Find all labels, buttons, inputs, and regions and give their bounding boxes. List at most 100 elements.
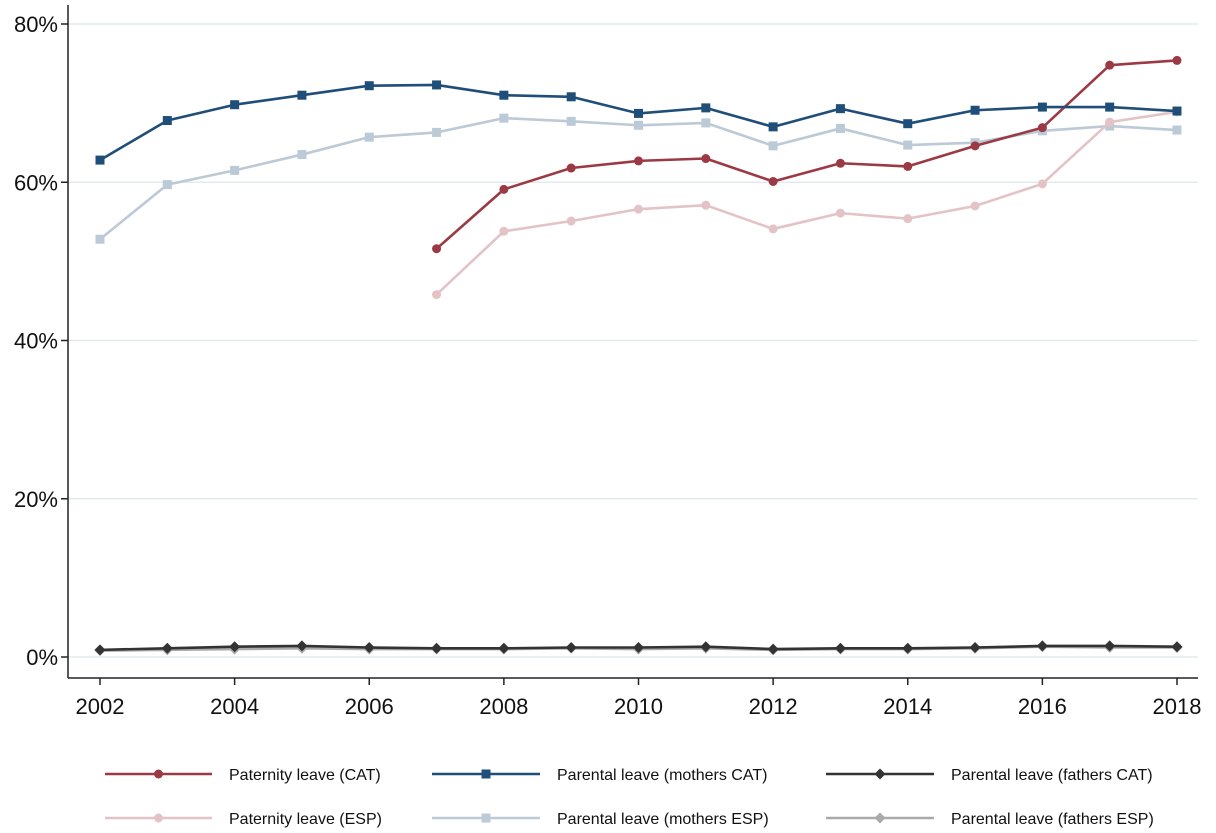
data-point	[634, 108, 643, 118]
data-point	[297, 90, 307, 100]
data-point	[432, 244, 442, 254]
y-tick-label: 20%	[14, 487, 58, 512]
data-point	[363, 642, 375, 654]
series-parental-leave-mothers-cat	[95, 80, 1182, 165]
legend-item: Parental leave (mothers CAT)	[432, 767, 767, 784]
data-point	[1037, 102, 1047, 112]
data-point	[297, 150, 307, 160]
x-tick-label: 2012	[749, 694, 798, 719]
legend: Paternity leave (CAT) Parental leave (mot…	[105, 767, 1154, 828]
data-point	[1104, 640, 1116, 652]
series-parental-leave-fathers-cat	[94, 640, 1183, 656]
data-point	[701, 200, 711, 210]
data-point	[1171, 641, 1183, 653]
data-point	[700, 641, 712, 653]
x-tick-label: 2002	[76, 694, 125, 719]
data-point	[768, 176, 778, 186]
data-point	[903, 140, 913, 150]
data-point	[1105, 117, 1115, 127]
y-axis-ticks: 0% 20% 40% 60% 80%	[14, 12, 68, 670]
series-line	[435, 59, 1178, 250]
data-point	[902, 642, 914, 654]
data-point	[566, 163, 576, 173]
data-point	[229, 641, 241, 653]
data-point	[970, 141, 980, 151]
data-point	[1172, 125, 1182, 135]
legend-label: Paternity leave (ESP)	[229, 811, 382, 828]
data-point	[565, 642, 577, 654]
data-point	[499, 113, 509, 123]
data-point	[835, 123, 845, 133]
legend-swatch-marker	[481, 769, 491, 779]
data-point	[499, 226, 509, 236]
series-paternity-leave-cat	[432, 55, 1182, 254]
x-tick-label: 2014	[883, 694, 932, 719]
y-tick-label: 40%	[14, 329, 58, 354]
x-tick-label: 2008	[479, 694, 528, 719]
data-point	[95, 155, 105, 165]
data-point	[701, 154, 711, 164]
data-point	[94, 644, 106, 656]
legend-swatch-marker	[154, 769, 163, 779]
series-line	[99, 116, 1178, 241]
data-point	[95, 234, 105, 244]
data-point	[1036, 640, 1048, 652]
legend-label: Parental leave (fathers CAT)	[951, 767, 1153, 784]
data-point	[903, 214, 913, 224]
x-tick-label: 2006	[345, 694, 394, 719]
data-point	[633, 642, 644, 654]
legend-label: Parental leave (mothers ESP)	[557, 811, 769, 828]
legend-item: Parental leave (mothers ESP)	[432, 811, 769, 828]
data-point	[431, 642, 443, 654]
data-point	[566, 116, 576, 126]
data-point	[634, 204, 643, 214]
data-point	[701, 118, 711, 128]
data-point	[1172, 106, 1182, 116]
x-axis-ticks: 2002 2004 2006 2008 2010 2012 2014 2016 2018	[76, 678, 1202, 719]
data-point	[498, 642, 510, 654]
x-tick-label: 2016	[1018, 694, 1067, 719]
data-point	[834, 642, 846, 654]
data-point	[162, 116, 172, 126]
data-point	[701, 103, 711, 113]
data-point	[1037, 179, 1047, 189]
legend-item: Paternity leave (CAT)	[105, 767, 381, 784]
data-point	[634, 120, 643, 130]
data-point	[364, 81, 374, 91]
grid-lines	[68, 23, 1198, 658]
data-point	[767, 643, 779, 655]
data-point	[835, 158, 845, 168]
data-point	[296, 640, 308, 652]
data-point	[161, 642, 173, 654]
legend-swatch-marker	[481, 813, 491, 823]
legend-swatch-marker	[874, 768, 886, 780]
data-point	[1172, 55, 1182, 65]
data-point	[499, 184, 509, 194]
data-point	[970, 105, 980, 115]
data-point	[634, 156, 643, 166]
data-point	[1105, 60, 1115, 70]
data-point	[903, 119, 913, 129]
legend-swatch-marker	[154, 813, 163, 823]
axes	[67, 5, 1198, 679]
legend-item: Parental leave (fathers CAT)	[826, 767, 1153, 784]
legend-swatch-marker	[874, 812, 886, 824]
data-point	[903, 161, 913, 171]
data-point	[364, 132, 374, 142]
data-point	[1105, 102, 1115, 112]
legend-label: Parental leave (mothers CAT)	[557, 767, 767, 784]
data-point	[162, 180, 172, 190]
legend-item: Parental leave (fathers ESP)	[826, 811, 1154, 828]
x-tick-label: 2018	[1153, 694, 1202, 719]
data-point	[768, 122, 778, 132]
data-point	[230, 100, 240, 110]
data-point	[499, 90, 509, 100]
data-point	[969, 642, 981, 654]
legend-label: Parental leave (fathers ESP)	[951, 811, 1154, 828]
x-tick-label: 2004	[210, 694, 259, 719]
y-tick-label: 0%	[26, 645, 58, 670]
data-point	[768, 224, 778, 234]
data-point	[432, 290, 442, 300]
x-tick-label: 2010	[614, 694, 663, 719]
